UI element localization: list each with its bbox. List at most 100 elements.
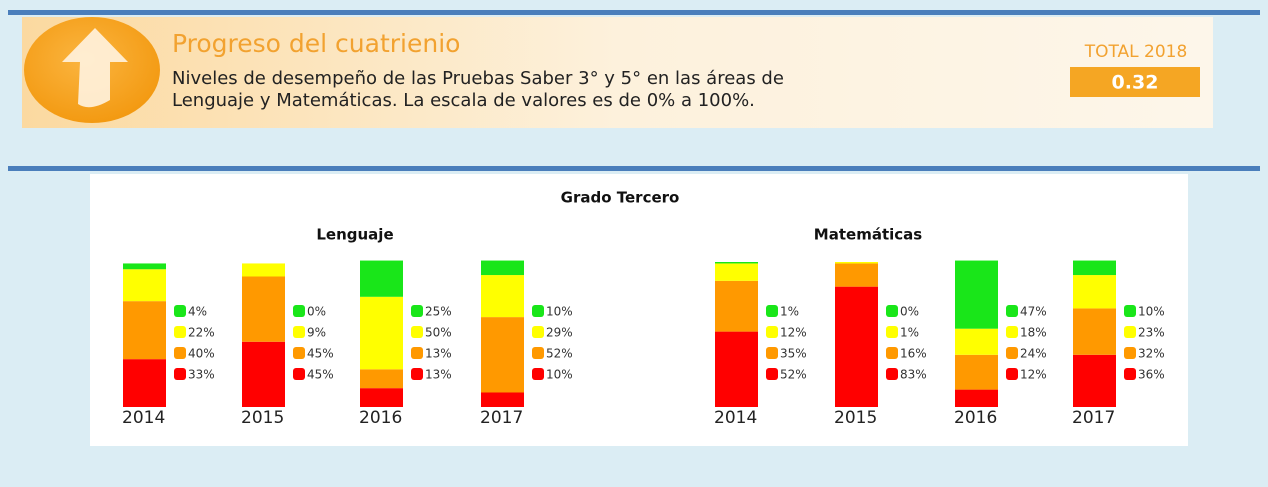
value-label: 13% — [425, 347, 452, 361]
bar-segment — [242, 276, 285, 342]
chart-title: Lenguaje — [316, 226, 393, 244]
bar-segment — [242, 263, 285, 277]
legend-swatch — [886, 305, 898, 317]
legend-swatch — [174, 368, 186, 380]
x-tick-label: 2017 — [480, 408, 523, 428]
bar-segment — [360, 369, 403, 389]
x-tick-label: 2014 — [122, 408, 165, 428]
bar-segment — [481, 260, 524, 276]
value-label: 16% — [900, 347, 927, 361]
value-label: 10% — [1138, 305, 1165, 319]
legend-swatch — [532, 326, 544, 338]
value-label: 1% — [780, 305, 799, 319]
x-tick-label: 2016 — [359, 408, 402, 428]
bar-segment — [955, 354, 998, 390]
total-box — [1070, 67, 1200, 97]
legend-swatch — [293, 326, 305, 338]
bar-segment — [835, 262, 878, 264]
legend-swatch — [886, 368, 898, 380]
bar-segment — [123, 263, 166, 270]
value-label: 18% — [1020, 326, 1047, 340]
x-tick-label: 2014 — [714, 408, 757, 428]
bar-segment — [1073, 354, 1116, 407]
legend-swatch — [532, 368, 544, 380]
header-title: Progreso del cuatrienio — [172, 29, 460, 58]
legend-swatch — [293, 347, 305, 359]
legend-swatch — [293, 305, 305, 317]
legend-swatch — [1124, 326, 1136, 338]
icon-arrow — [62, 28, 128, 108]
value-label: 33% — [188, 368, 215, 382]
bar-segment — [123, 269, 166, 302]
legend-swatch — [766, 368, 778, 380]
bar-segment — [955, 328, 998, 355]
value-label: 12% — [780, 326, 807, 340]
top-rule — [8, 10, 1260, 15]
chart-title: Matemáticas — [814, 226, 922, 244]
section-title: Grado Tercero — [561, 189, 680, 207]
value-label: 35% — [780, 347, 807, 361]
legend-swatch — [411, 305, 423, 317]
bar-segment — [360, 260, 403, 297]
value-label: 29% — [546, 326, 573, 340]
value-label: 36% — [1138, 368, 1165, 382]
value-label: 22% — [188, 326, 215, 340]
legend-swatch — [532, 305, 544, 317]
legend-swatch — [1006, 326, 1018, 338]
x-tick-label: 2016 — [954, 408, 997, 428]
legend-swatch — [1124, 347, 1136, 359]
header-description: Niveles de desempeño de las Pruebas Sabe… — [172, 68, 784, 89]
bar-segment — [715, 280, 758, 332]
value-label: 10% — [546, 305, 573, 319]
legend-swatch — [886, 347, 898, 359]
legend-swatch — [1006, 347, 1018, 359]
legend-swatch — [886, 326, 898, 338]
bar-segment — [1073, 308, 1116, 355]
value-label: 47% — [1020, 305, 1047, 319]
x-tick-label: 2015 — [241, 408, 284, 428]
bar-segment — [123, 359, 166, 407]
legend-swatch — [174, 326, 186, 338]
bar-segment — [1073, 260, 1116, 276]
value-label: 4% — [188, 305, 207, 319]
value-label: 0% — [307, 305, 326, 319]
legend-swatch — [174, 305, 186, 317]
legend-swatch — [766, 347, 778, 359]
bar-segment — [242, 341, 285, 407]
bar-segment — [360, 296, 403, 370]
legend-swatch — [411, 326, 423, 338]
legend-swatch — [1124, 368, 1136, 380]
value-label: 50% — [425, 326, 452, 340]
bar-segment — [481, 392, 524, 407]
value-label: 10% — [546, 368, 573, 382]
bar-segment — [360, 388, 403, 407]
value-label: 52% — [780, 368, 807, 382]
bar-segment — [955, 389, 998, 407]
bar-segment — [1073, 275, 1116, 309]
legend-swatch — [1124, 305, 1136, 317]
legend-swatch — [766, 326, 778, 338]
value-label: 1% — [900, 326, 919, 340]
value-label: 24% — [1020, 347, 1047, 361]
total-value: 0.32 — [1112, 72, 1159, 94]
value-label: 40% — [188, 347, 215, 361]
value-label: 32% — [1138, 347, 1165, 361]
value-label: 45% — [307, 368, 334, 382]
legend-swatch — [293, 368, 305, 380]
legend-swatch — [532, 347, 544, 359]
x-tick-label: 2015 — [834, 408, 877, 428]
legend-swatch — [1006, 368, 1018, 380]
bar-segment — [715, 263, 758, 281]
bar-segment — [955, 260, 998, 329]
x-tick-label: 2017 — [1072, 408, 1115, 428]
legend-swatch — [411, 368, 423, 380]
legend-swatch — [411, 347, 423, 359]
bar-segment — [715, 331, 758, 407]
total-label: TOTAL 2018 — [1084, 42, 1188, 62]
value-label: 0% — [900, 305, 919, 319]
header-box — [22, 17, 1213, 128]
value-label: 83% — [900, 368, 927, 382]
legend-swatch — [766, 305, 778, 317]
